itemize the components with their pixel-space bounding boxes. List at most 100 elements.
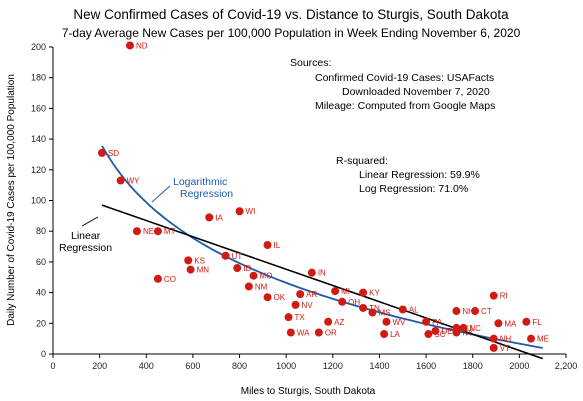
x-tick-label: 600 [185,361,200,371]
point-label-nm: NM [255,282,268,291]
y-axis-label: Daily Number of Covid-19 Cases per 100,0… [6,74,17,326]
rsquared-linear: Linear Regression: 59.9% [359,169,480,181]
point-label-ky: KY [369,289,380,298]
point-label-mi: MI [341,287,350,296]
point-label-al: AL [409,305,419,314]
point-label-mt: MT [164,227,176,236]
point-label-il: IL [274,241,281,250]
log-label-line-2: Regression [180,188,233,200]
point-label-ar: AR [306,290,317,299]
x-tick-label: 400 [139,361,154,371]
sources-line-2: Confirmed Covid-19 Cases: USAFacts [315,72,494,84]
point-label-ut: UT [232,252,243,261]
point-label-wv: WV [392,318,406,327]
data-point-mt [153,227,162,236]
point-label-wy: WY [127,177,141,186]
data-point-oh [338,297,347,306]
data-point-ks [184,256,193,265]
x-tick-label: 200 [92,361,107,371]
x-tick-label: 800 [232,361,247,371]
data-point-sd [97,148,106,157]
data-point-nh [452,307,461,316]
data-point-ia [205,213,214,222]
log-label-arrow [151,185,171,203]
point-label-co: CO [164,275,176,284]
x-tick-label: 2,200 [555,361,578,371]
point-label-fl: FL [532,318,542,327]
sources-line-3: Downloaded November 7, 2020 [342,86,490,98]
rsquared-title: R-squared: [336,155,388,167]
data-point-ms [368,308,377,317]
y-tick-label: 20 [36,318,46,328]
data-point-co [153,274,162,283]
lin-label-line-2: Regression [59,242,112,254]
log-label-line-1: Logarithmic [173,176,227,188]
rsquared-log: Log Regression: 71.0% [359,183,468,195]
y-tick-label: 40 [36,288,46,298]
data-point-ok [263,293,272,302]
data-point-tx [284,313,293,322]
data-point-ny [452,328,461,337]
data-point-ky [359,288,368,297]
x-tick-label: 0 [50,361,55,371]
data-point-nd [125,41,134,50]
data-point-ar [296,290,305,299]
data-point-fl [522,317,531,326]
data-point-nm [244,282,253,291]
y-tick-label: 180 [31,73,46,83]
point-label-nd: ND [136,41,148,50]
data-point-wv [382,317,391,326]
point-label-vt: VT [500,344,510,353]
chart-subtitle: 7-day Average New Cases per 100,000 Popu… [62,26,521,40]
data-point-wi [235,207,244,216]
data-point-il [263,241,272,250]
point-label-ia: IA [215,213,223,222]
y-tick-label: 140 [31,134,46,144]
x-tick-label: 1000 [276,361,296,371]
point-label-ok: OK [274,293,286,302]
linear-regression-line [101,204,543,360]
data-point-ne [132,227,141,236]
y-tick-label: 200 [31,42,46,52]
point-label-ny: NY [462,329,474,338]
data-point-de [431,326,440,335]
point-label-nv: NV [302,301,314,310]
point-label-ma: MA [504,319,517,328]
point-label-ri: RI [500,292,508,301]
y-tick-label: 120 [31,165,46,175]
x-axis-label: Miles to Sturgis, South Dakota [241,386,376,397]
point-label-la: LA [390,330,400,339]
data-point-wy [116,176,125,185]
log-regression-label: Logarithmic Regression [173,176,233,200]
data-point-ma [494,319,503,328]
point-label-ne: NE [143,227,154,236]
data-point-ri [489,291,498,300]
data-point-la [380,330,389,339]
data-point-nh [489,334,498,343]
linear-regression-label: Linear Regression [59,230,112,254]
chart-title: New Confirmed Cases of Covid-19 vs. Dist… [73,7,509,22]
point-label-wa: WA [297,329,310,338]
data-point-wa [286,328,295,337]
point-label-ct: CT [481,307,492,316]
data-point-mo [249,271,258,280]
sources-line-4: Mileage: Computed from Google Maps [315,100,495,112]
point-label-pa: PA [432,318,443,327]
data-point-id [233,264,242,273]
data-point-in [307,268,316,277]
point-label-de: DE [441,327,452,336]
data-point-al [398,305,407,314]
point-label-nc: NC [469,324,481,333]
sources-line-1: Sources: [290,57,331,69]
data-point-mn [186,265,195,274]
data-point-me [527,334,536,343]
rsquared-annotation: R-squared: Linear Regression: 59.9% Log … [336,155,480,195]
point-label-az: AZ [334,318,344,327]
point-label-nh: NH [500,335,512,344]
x-tick-label: 1200 [323,361,343,371]
y-tick-label: 0 [41,349,46,359]
point-label-or: OR [325,329,337,338]
data-point-nv [291,300,300,309]
